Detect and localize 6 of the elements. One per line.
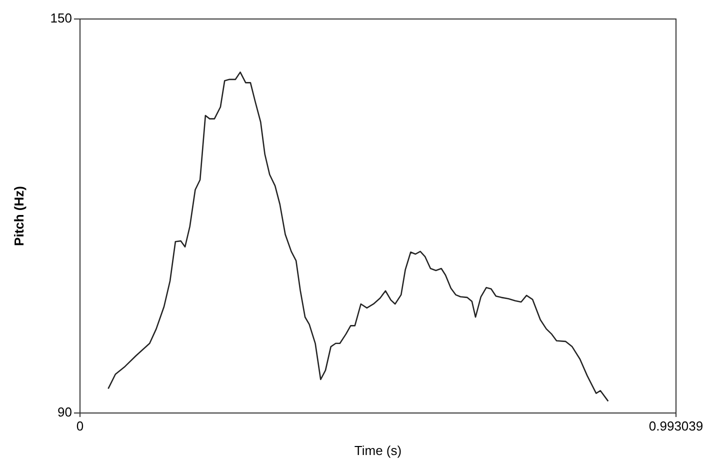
y-tick-label: 90 bbox=[58, 404, 72, 420]
x-tick-label: 0 bbox=[76, 418, 84, 434]
x-tick-label: 0.993039 bbox=[648, 418, 704, 434]
y-tick-label: 150 bbox=[50, 10, 72, 26]
y-axis-title: Pitch (Hz) bbox=[11, 186, 26, 246]
x-axis-title: Time (s) bbox=[354, 442, 402, 458]
